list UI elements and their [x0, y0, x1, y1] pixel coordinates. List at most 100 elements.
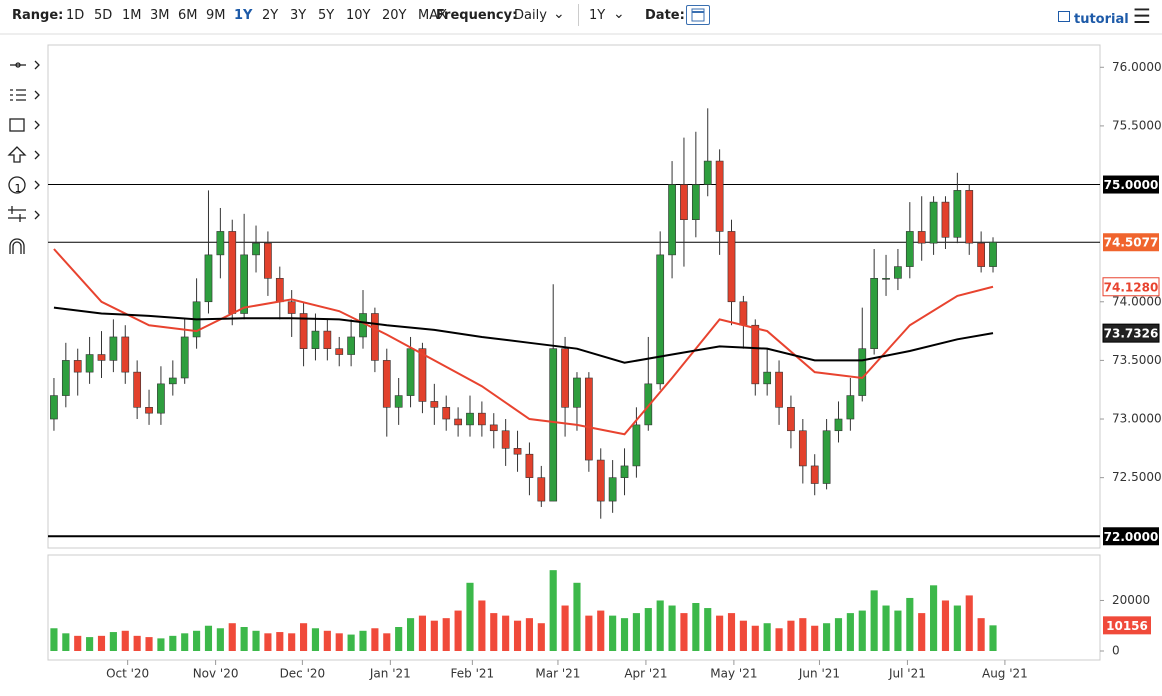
x-tick-label: Apr '21 — [624, 667, 667, 681]
dropdown-arrow[interactable]: ⌄ — [553, 6, 565, 22]
candle-body — [430, 401, 439, 408]
volume-bar — [74, 635, 82, 651]
volume-bar — [739, 620, 747, 651]
volume-bar — [335, 633, 343, 651]
range-button[interactable]: MAX — [418, 8, 448, 23]
volume-bar — [941, 600, 950, 651]
volume-bar — [930, 585, 938, 651]
candle-body — [858, 348, 867, 396]
volume-bar — [383, 633, 391, 651]
y-tick-label: 73.0000 — [1112, 412, 1162, 426]
candle-body — [216, 231, 225, 256]
tutorial-icon[interactable] — [1058, 11, 1070, 22]
menu-button[interactable]: ☰ — [1133, 4, 1151, 28]
range-button[interactable]: 5D — [94, 8, 113, 23]
volume-bar — [145, 637, 153, 651]
range-button[interactable]: 1M — [122, 8, 142, 23]
level-label: 75.0000 — [1104, 178, 1159, 192]
range-button[interactable]: 9M — [206, 8, 226, 23]
range-button[interactable]: 20Y — [382, 8, 407, 23]
candle-body — [668, 184, 676, 256]
volume-bar — [811, 625, 819, 651]
candle-body — [549, 348, 558, 502]
volume-bar — [668, 605, 676, 651]
period-select[interactable]: 1Y — [589, 8, 606, 23]
volume-bar — [751, 625, 759, 651]
candle-body — [894, 266, 902, 279]
ma-label: 73.7326 — [1104, 327, 1159, 341]
volume-bar — [727, 613, 736, 651]
volume-bar — [692, 603, 700, 651]
candle-body — [775, 371, 783, 408]
volume-bar — [680, 613, 688, 651]
candle-body — [252, 242, 260, 256]
candle-body — [347, 336, 355, 355]
candle-body — [275, 278, 284, 303]
volume-bar — [169, 635, 177, 651]
range-button[interactable]: 3Y — [290, 8, 307, 23]
candle-body — [561, 348, 569, 408]
candle-body — [644, 383, 653, 426]
x-tick-label: Jun '21 — [798, 667, 840, 681]
candle-body — [97, 354, 106, 361]
candle-body — [965, 190, 974, 244]
candle-body — [85, 354, 94, 373]
drawing-tools[interactable] — [7, 60, 40, 254]
volume-bar — [823, 623, 831, 651]
level-label-box — [1103, 527, 1159, 546]
candle-body — [632, 424, 641, 467]
volume-bar — [406, 618, 415, 651]
y-tick-label: 72.5000 — [1112, 470, 1162, 484]
candle-body — [454, 418, 462, 426]
volume-bar — [311, 628, 320, 651]
calendar-button[interactable] — [686, 5, 710, 25]
candle-body — [977, 242, 985, 267]
volume-tick-label: 20000 — [1112, 593, 1150, 607]
volume-bar — [918, 613, 926, 651]
candle-body — [656, 254, 665, 385]
candle-body — [180, 336, 189, 379]
candle-body — [382, 360, 391, 408]
date-label: Date: — [645, 8, 685, 23]
volume-bar — [716, 615, 724, 651]
volume-bar — [644, 608, 652, 651]
candle-body — [501, 430, 510, 449]
range-button[interactable]: 1Y — [234, 8, 253, 23]
candle-body — [323, 330, 332, 349]
candle-body — [834, 418, 843, 432]
y-tick-label: 76.0000 — [1112, 60, 1162, 74]
range-button[interactable]: 3M — [150, 8, 170, 23]
volume-bar — [989, 625, 997, 651]
volume-bar — [525, 618, 533, 651]
candle-body — [584, 377, 593, 461]
volume-bar — [109, 632, 117, 651]
candle-body — [917, 231, 926, 244]
volume-bar — [882, 605, 890, 651]
ma-label: 74.1280 — [1104, 280, 1159, 294]
candle-body — [739, 301, 748, 326]
candle-body — [371, 313, 379, 361]
volume-bar — [632, 613, 640, 651]
candle-body — [703, 160, 712, 185]
range-button[interactable]: 2Y — [262, 8, 279, 23]
range-button[interactable]: 5Y — [318, 8, 335, 23]
volume-bar — [252, 630, 260, 651]
candle-body — [798, 430, 807, 467]
frequency-select[interactable]: Daily — [514, 8, 547, 23]
volume-bar — [359, 630, 367, 651]
candle-body — [418, 348, 427, 402]
level-label-box — [1103, 175, 1159, 194]
dropdown-arrow[interactable]: ⌄ — [613, 6, 625, 22]
range-button[interactable]: 1D — [66, 8, 85, 23]
volume-bar — [264, 633, 272, 651]
range-button[interactable]: 10Y — [346, 8, 371, 23]
volume-bar — [906, 597, 914, 651]
volume-bar — [478, 600, 486, 651]
tutorial-link[interactable]: tutorial — [1074, 12, 1129, 27]
volume-bar — [490, 613, 498, 651]
range-button[interactable]: 6M — [178, 8, 198, 23]
volume-bar — [288, 633, 296, 651]
candle-body — [727, 231, 736, 303]
